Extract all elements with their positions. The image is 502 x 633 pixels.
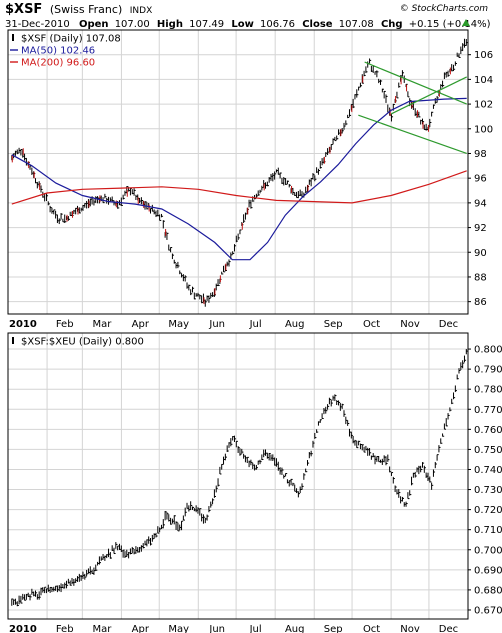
price-panel-y-ticks: 86 88 90 92 94 96 98 100 102 104 106: [468, 50, 493, 308]
legend-bar-swatch: [12, 337, 14, 344]
legend-entry: MA(200) 96.60: [21, 58, 95, 69]
symbol-title: $XSF (Swiss Franc) INDX: [5, 2, 152, 17]
trendline: [358, 114, 467, 155]
y-tick-label: 0.700: [474, 545, 502, 556]
x-tick-label: Oct: [363, 319, 380, 330]
x-tick-label: May: [168, 624, 189, 633]
price-panel-x-ticks: 2010 Feb Mar Apr May Jun Jul Aug Sep Oct Nov Dec: [9, 319, 458, 330]
close-label: Close: [302, 19, 333, 30]
low-value: 106.76: [260, 19, 295, 30]
ratio-panel: [7, 332, 469, 620]
low-label: Low: [231, 19, 253, 30]
x-tick-label: Apr: [132, 624, 150, 633]
y-tick-label: 0.790: [474, 365, 502, 376]
legend-entry: $XSF (Daily) 107.08: [21, 34, 121, 45]
legend-bar-swatch: [12, 34, 14, 41]
ratio-panel-legend: $XSF:$XEU (Daily) 0.800: [12, 337, 144, 348]
y-tick-label: 106: [474, 50, 493, 61]
x-tick-label: Feb: [56, 319, 74, 330]
y-tick-label: 0.720: [474, 505, 502, 516]
x-tick-label: Mar: [92, 624, 112, 633]
high-label: High: [157, 19, 183, 30]
y-tick-label: 102: [474, 100, 493, 111]
y-tick-label: 88: [474, 272, 487, 283]
symbol-name: (Swiss Franc): [50, 3, 122, 16]
exchange: INDX: [130, 6, 152, 16]
x-tick-label: Sep: [324, 624, 343, 633]
y-tick-label: 0.730: [474, 485, 502, 496]
price-panel: [7, 29, 469, 315]
copyright: © StockCharts.com: [400, 4, 489, 14]
y-tick-label: 0.760: [474, 425, 502, 436]
y-tick-label: 92: [474, 223, 487, 234]
price-bars: [11, 349, 468, 607]
y-tick-label: 100: [474, 124, 493, 135]
up-arrow-icon: [462, 19, 470, 26]
x-tick-label: Mar: [92, 319, 112, 330]
ma50-line: [11, 97, 467, 261]
y-tick-label: 86: [474, 297, 487, 308]
ratio-panel-x-ticks: 2010 Feb Mar Apr May Jun Jul Aug Sep Oct Nov Dec: [9, 624, 458, 633]
x-tick-label: May: [168, 319, 189, 330]
open-value: 107.00: [115, 19, 150, 30]
quote-line: 31-Dec-2010 Open 107.00 High 107.49 Low …: [5, 19, 491, 30]
price-panel-series: [11, 38, 468, 307]
x-tick-label: Jun: [208, 319, 225, 330]
trendline: [390, 76, 468, 115]
chg-value: +0.15 (+0.14%): [409, 19, 491, 30]
ratio-panel-grid: [8, 333, 468, 619]
y-tick-label: 0.710: [474, 525, 502, 536]
x-tick-label: Sep: [324, 319, 343, 330]
x-tick-label: Oct: [363, 624, 380, 633]
x-tick-label: Nov: [400, 624, 420, 633]
x-tick-label: Jul: [249, 624, 262, 633]
trendline: [364, 61, 467, 105]
y-tick-label: 0.800: [474, 345, 502, 356]
ratio-panel-series: [11, 349, 468, 607]
price-bars: [11, 38, 468, 307]
x-tick-label: Aug: [285, 624, 305, 633]
x-tick-label: Nov: [400, 319, 420, 330]
y-tick-label: 90: [474, 248, 487, 259]
x-tick-label: Jun: [208, 624, 225, 633]
x-tick-label: 2010: [9, 319, 37, 330]
x-tick-label: 2010: [9, 624, 37, 633]
open-label: Open: [79, 19, 109, 30]
y-tick-label: 0.780: [474, 385, 502, 396]
high-value: 107.49: [189, 19, 224, 30]
y-tick-label: 0.770: [474, 405, 502, 416]
y-tick-label: 0.750: [474, 445, 502, 456]
y-tick-label: 98: [474, 149, 487, 160]
x-tick-label: Apr: [132, 319, 150, 330]
symbol: $XSF: [5, 2, 42, 17]
y-tick-label: 94: [474, 198, 487, 209]
legend-entry: MA(50) 102.46: [21, 46, 95, 57]
x-tick-label: Jul: [249, 319, 262, 330]
quote-date: 31-Dec-2010: [5, 19, 70, 30]
x-tick-label: Dec: [439, 624, 458, 633]
y-tick-label: 0.680: [474, 585, 502, 596]
y-tick-label: 0.690: [474, 565, 502, 576]
y-tick-label: 96: [474, 174, 487, 185]
x-tick-label: Feb: [56, 624, 74, 633]
close-value: 107.08: [339, 19, 374, 30]
y-tick-label: 104: [474, 75, 493, 86]
ma200-line: [11, 170, 467, 205]
legend-entry: $XSF:$XEU (Daily) 0.800: [21, 337, 144, 348]
price-panel-trendlines: [358, 61, 468, 155]
x-tick-label: Dec: [439, 319, 458, 330]
chg-label: Chg: [381, 19, 403, 30]
x-tick-label: Aug: [285, 319, 305, 330]
price-panel-grid: [8, 30, 468, 314]
y-tick-label: 0.740: [474, 465, 502, 476]
y-tick-label: 0.670: [474, 605, 502, 616]
ratio-panel-y-ticks: 0.670 0.680 0.690 0.700 0.710 0.720 0.730 0.740…: [468, 345, 502, 616]
